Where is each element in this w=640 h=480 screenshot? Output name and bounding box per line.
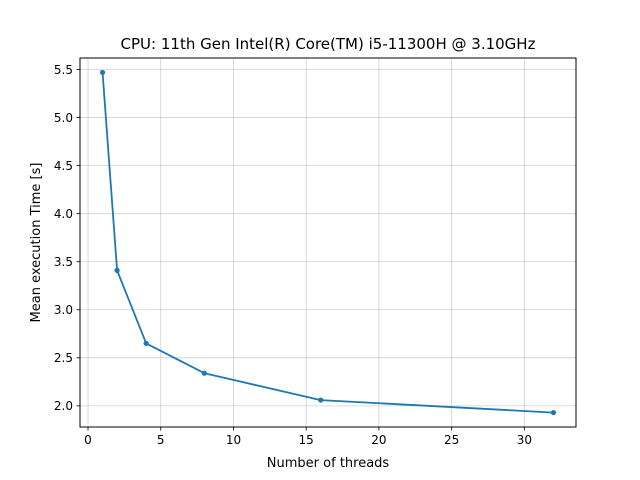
x-tick-label: 5: [157, 433, 165, 447]
data-point: [99, 69, 106, 76]
y-axis-label: Mean execution Time [s]: [29, 163, 44, 323]
data-point: [201, 370, 207, 376]
x-axis: 0 5 10 15 20 25 30: [84, 427, 532, 447]
series-line: [101, 72, 554, 414]
chart-title: CPU: 11th Gen Intel(R) Core(TM) i5-11300…: [121, 35, 536, 53]
data-point: [318, 397, 324, 403]
y-tick-label: 2.5: [54, 351, 73, 365]
y-tick-label: 2.0: [54, 399, 73, 413]
x-tick-label: 30: [517, 433, 532, 447]
y-tick-label: 3.0: [54, 303, 73, 317]
x-tick-label: 0: [84, 433, 92, 447]
plot-frame: [79, 57, 577, 428]
y-tick-label: 4.5: [54, 159, 73, 173]
data-point: [114, 267, 120, 273]
x-axis-label: Number of threads: [267, 456, 390, 471]
data-point: [550, 409, 557, 416]
y-tick-label: 3.5: [54, 255, 73, 269]
y-tick-label: 5.5: [54, 63, 73, 77]
y-tick-label: 4.0: [54, 207, 73, 221]
y-tick-label: 5.0: [54, 111, 73, 125]
grid: [80, 58, 576, 427]
x-tick-label: 20: [371, 433, 386, 447]
x-tick-label: 25: [444, 433, 459, 447]
series-layer: [99, 69, 557, 416]
x-tick-label: 10: [226, 433, 241, 447]
x-tick-label: 15: [299, 433, 314, 447]
data-point: [143, 340, 149, 346]
y-axis: 2.0 2.5 3.0 3.5 4.0 4.5 5.0 5.5: [54, 63, 80, 413]
